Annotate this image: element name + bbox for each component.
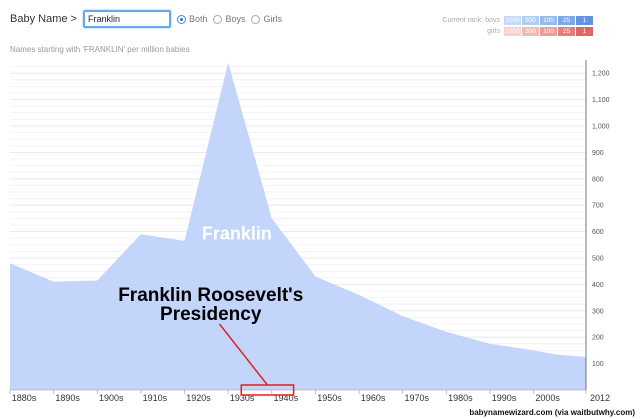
x-tick-label: 1990s [492,393,517,403]
rank-row-girls-label: girls [487,27,500,35]
y-tick-label: 900 [592,150,604,157]
annotation-pointer [218,323,269,386]
radio-both-indicator[interactable] [176,14,186,24]
chart-subtitle: Names starting with 'FRANKLIN' per milli… [10,45,190,54]
x-tick-label: 1920s [186,393,211,403]
y-tick-label: 200 [592,335,604,342]
rank-row-boys-label: Current rank: boys [442,16,500,24]
y-tick-label: 400 [592,282,604,289]
x-tick-label: 1940s [274,393,299,403]
annotation-line-1: Franklin Roosevelt's [118,285,303,306]
x-axis: 1880s 1890s 1900s 1910s 1920s 1930s 1940s 1950s… [9,389,610,403]
source-credit: babynamewizard.com (via waitbutwhy.com) [469,408,635,417]
radio-boys[interactable]: Boys [213,14,245,24]
y-tick-label: 600 [592,229,604,236]
y-tick-label: 800 [592,176,604,183]
x-tick-label: 2000s [535,393,560,403]
rank-cell-girls-1000[interactable]: 1000 [504,26,521,36]
y-tick-label: 500 [592,256,604,263]
rank-cell-boys-1000[interactable]: 1000 [504,15,521,25]
name-search-input[interactable] [82,10,171,28]
rank-row-girls: girls 1000 500 100 25 1 [420,26,593,36]
rank-cell-boys-25[interactable]: 25 [558,15,575,25]
annotation-line-2: Presidency [160,304,262,325]
baby-name-label: Baby Name > [10,13,77,25]
series-area-franklin[interactable] [10,62,586,390]
x-tick-label: 1900s [99,393,124,403]
x-tick-label: 1910s [143,393,168,403]
series-label: Franklin [202,224,272,244]
x-tick-label: 1960s [361,393,386,403]
current-rank-legend: Current rank: boys 1000 500 100 25 1 gir… [420,15,593,37]
rank-cell-girls-500[interactable]: 500 [522,26,539,36]
rank-row-boys: Current rank: boys 1000 500 100 25 1 [420,15,593,25]
radio-girls[interactable]: Girls [251,14,282,24]
x-tick-label: 1930s [230,393,255,403]
y-tick-label: 300 [592,308,604,315]
rank-cell-girls-25[interactable]: 25 [558,26,575,36]
radio-boys-label: Boys [225,14,246,24]
y-tick-label: 700 [592,203,604,210]
rank-cell-girls-1[interactable]: 1 [576,26,593,36]
search-toolbar: Baby Name > Both Boys Girls [10,10,288,28]
radio-both[interactable]: Both [176,14,208,24]
rank-cell-boys-500[interactable]: 500 [522,15,539,25]
y-tick-label: 1,200 [592,71,610,78]
radio-boys-indicator[interactable] [213,14,223,24]
x-tick-label: 1980s [448,393,473,403]
radio-girls-indicator[interactable] [251,14,261,24]
presidency-annotation: Franklin Roosevelt's Presidency [118,285,303,396]
rank-cell-boys-100[interactable]: 100 [540,15,557,25]
y-tick-label: 100 [592,361,604,368]
x-tick-label: 1950s [317,393,342,403]
rank-cell-boys-1[interactable]: 1 [576,15,593,25]
x-tick-label: 1970s [404,393,429,403]
x-tick-label: 1890s [55,393,80,403]
rank-cell-girls-100[interactable]: 100 [540,26,557,36]
radio-both-label: Both [188,14,208,24]
y-axis: 100 200 300 400 500 600 700 800 900 1,000 1,100 1,2… [585,60,610,390]
x-tick-label: 1880s [12,393,37,403]
y-tick-label: 1,000 [592,124,610,131]
gender-radio-group: Both Boys Girls [176,14,288,24]
x-tick-label: 2012 [590,393,610,403]
annotation-bracket [240,384,295,396]
radio-girls-label: Girls [263,14,282,24]
y-tick-label: 1,100 [592,97,610,104]
